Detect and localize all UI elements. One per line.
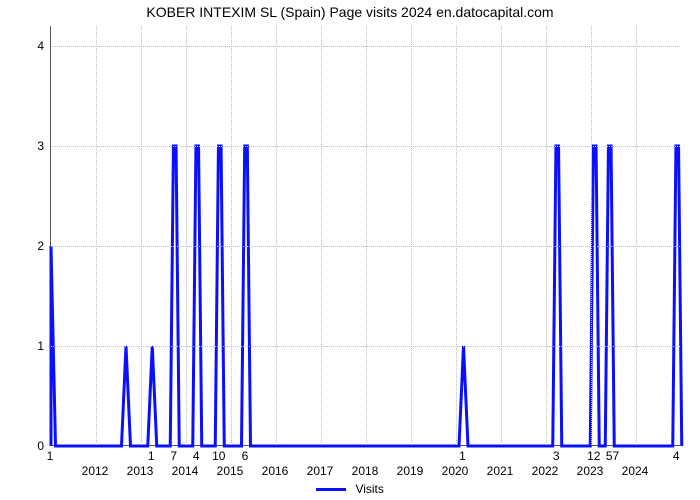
value-label: 6 bbox=[242, 449, 249, 463]
gridline-v bbox=[321, 26, 322, 445]
value-label: 12 bbox=[587, 449, 600, 463]
value-label: 57 bbox=[606, 449, 619, 463]
gridline-v bbox=[636, 26, 637, 445]
x-tick-label: 2024 bbox=[622, 464, 649, 478]
gridline-v bbox=[546, 26, 547, 445]
legend-label: Visits bbox=[355, 482, 383, 496]
gridline-v bbox=[186, 26, 187, 445]
value-label: 1 bbox=[47, 449, 54, 463]
x-tick-label: 2017 bbox=[307, 464, 334, 478]
x-tick-label: 2018 bbox=[352, 464, 379, 478]
gridline-v bbox=[501, 26, 502, 445]
gridline-v bbox=[366, 26, 367, 445]
chart-title: KOBER INTEXIM SL (Spain) Page visits 202… bbox=[0, 4, 700, 20]
value-label: 1 bbox=[148, 449, 155, 463]
y-tick-label: 1 bbox=[0, 339, 44, 353]
x-tick-label: 2019 bbox=[397, 464, 424, 478]
x-tick-label: 2015 bbox=[217, 464, 244, 478]
y-tick-label: 3 bbox=[0, 139, 44, 153]
x-tick-label: 2013 bbox=[127, 464, 154, 478]
gridline-v bbox=[411, 26, 412, 445]
x-tick-label: 2023 bbox=[577, 464, 604, 478]
x-tick-label: 2012 bbox=[82, 464, 109, 478]
value-label: 1 bbox=[459, 449, 466, 463]
gridline-v bbox=[591, 26, 592, 445]
x-tick-label: 2021 bbox=[487, 464, 514, 478]
value-label: 4 bbox=[673, 449, 680, 463]
y-tick-label: 4 bbox=[0, 39, 44, 53]
gridline-v bbox=[141, 26, 142, 445]
gridline-v bbox=[456, 26, 457, 445]
x-tick-label: 2014 bbox=[172, 464, 199, 478]
value-label: 3 bbox=[553, 449, 560, 463]
x-tick-label: 2016 bbox=[262, 464, 289, 478]
plot-area bbox=[50, 26, 680, 446]
gridline-v bbox=[96, 26, 97, 445]
gridline-v bbox=[231, 26, 232, 445]
x-tick-label: 2020 bbox=[442, 464, 469, 478]
value-label: 10 bbox=[212, 449, 225, 463]
x-tick-label: 2022 bbox=[532, 464, 559, 478]
legend-swatch bbox=[316, 488, 346, 491]
gridline-v bbox=[276, 26, 277, 445]
y-tick-label: 0 bbox=[0, 439, 44, 453]
y-tick-label: 2 bbox=[0, 239, 44, 253]
legend: Visits bbox=[0, 481, 700, 496]
value-label: 7 bbox=[170, 449, 177, 463]
value-label: 4 bbox=[193, 449, 200, 463]
